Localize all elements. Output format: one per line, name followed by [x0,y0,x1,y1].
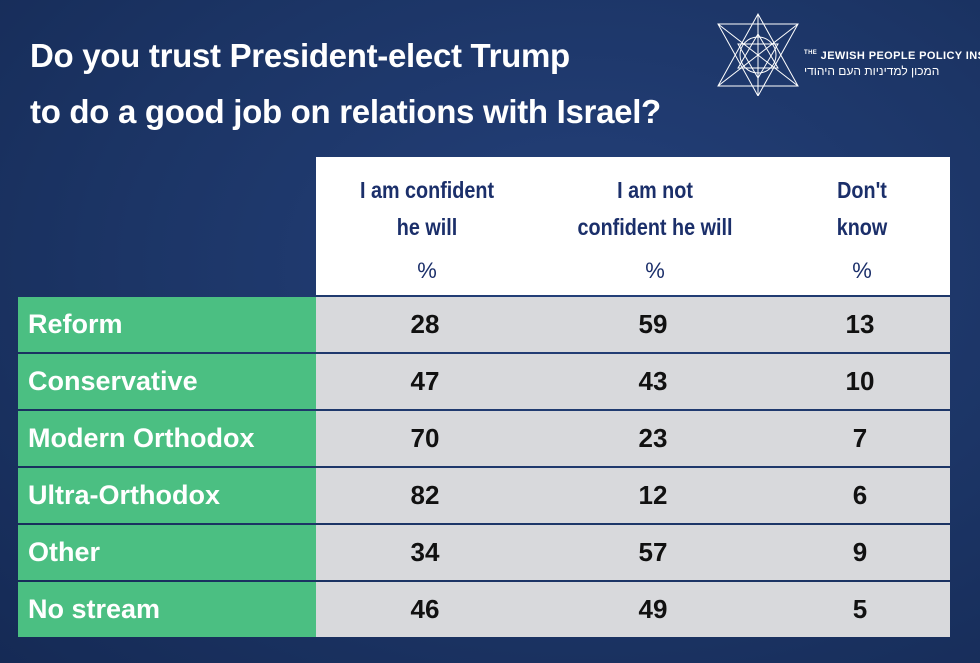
cell-value: 10 [845,366,875,396]
table-row: Ultra-Orthodox 82 12 6 [18,468,950,523]
row-label: Reform [18,297,316,352]
cell-value: 12 [638,480,668,510]
column-unit-1: % [417,258,437,283]
table-row: Conservative 47 43 10 [18,354,950,409]
cell-value: 82 [410,480,440,510]
logo-the: THE [804,50,818,56]
jppi-logo-icon [717,12,799,96]
column-unit-3: % [852,258,872,283]
cell-value: 5 [852,594,868,624]
table-row: Reform 28 59 13 [18,297,950,352]
logo-org-name-he: המכון למדיניות העם היהודי [804,64,940,78]
row-label: Ultra-Orthodox [18,468,316,523]
row-cells: 70 23 7 [316,411,950,466]
logo-org-name-en: THE JEWISH PEOPLE POLICY INSTITUTE [804,50,980,62]
column-header-1: I am confident he will [332,172,521,246]
cell-value: 9 [852,537,868,567]
column-header-line-1: Don't [837,177,887,203]
logo-org-en: JEWISH PEOPLE POLICY INSTITUTE [820,50,980,62]
row-label: Other [18,525,316,580]
cell-value: 6 [852,480,868,510]
cell-value: 47 [410,366,440,396]
title-line-2: to do a good job on relations with Israe… [30,93,661,130]
column-header-line-2: know [836,214,888,240]
cell-value: 59 [638,309,668,339]
row-label: Conservative [18,354,316,409]
cell-value: 13 [845,309,875,339]
cell-value: 70 [410,423,440,453]
cell-value: 49 [638,594,668,624]
cell-value: 23 [638,423,668,453]
table-header-panel [316,157,950,295]
column-header-line-1: I am not [617,177,693,203]
row-cells: 82 12 6 [316,468,950,523]
title-line-1: Do you trust President-elect Trump [30,37,570,74]
column-header-line-2: he will [396,214,458,240]
row-label: No stream [18,582,316,637]
column-header-line-1: I am confident [359,177,495,203]
row-label: Modern Orthodox [18,411,316,466]
table-row: Other 34 57 9 [18,525,950,580]
cell-value: 28 [410,309,440,339]
row-cells: 46 49 5 [316,582,950,637]
row-cells: 28 59 13 [316,297,950,352]
cell-value: 46 [410,594,440,624]
table-row: No stream 46 49 5 [18,582,950,637]
row-cells: 47 43 10 [316,354,950,409]
cell-value: 34 [410,537,440,567]
column-header-2: I am not confident he will [560,172,749,246]
chart-title: Do you trust President-elect Trump to do… [30,28,661,140]
table-row: Modern Orthodox 70 23 7 [18,411,950,466]
column-header-line-2: confident he will [577,214,733,240]
cell-value: 43 [638,366,668,396]
cell-value: 7 [852,423,868,453]
column-header-3: Don't know [810,172,913,246]
row-cells: 34 57 9 [316,525,950,580]
cell-value: 57 [638,537,668,567]
column-unit-2: % [645,258,665,283]
